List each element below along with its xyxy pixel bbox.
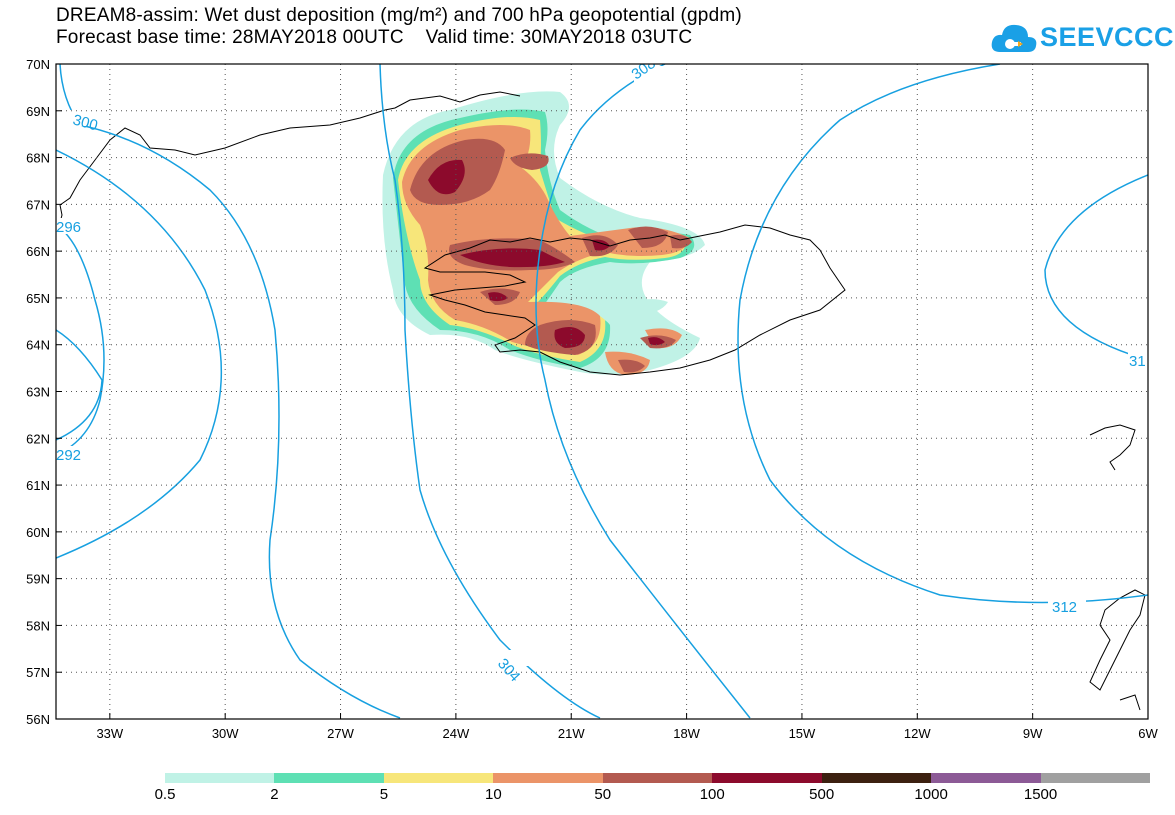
colorbar-label: 50 [594, 786, 612, 803]
lat-label: 58N [26, 618, 50, 633]
lon-label: 12W [904, 726, 931, 741]
lat-label: 66N [26, 244, 50, 259]
lat-label: 59N [26, 572, 50, 587]
seevccc-logo: SEEVCCC [990, 20, 1174, 56]
lat-label: 61N [26, 478, 50, 493]
lon-label: 9W [1023, 726, 1043, 741]
graticule [56, 64, 1148, 719]
map-title: DREAM8-assim: Wet dust deposition (mg/m²… [56, 5, 742, 26]
colorbar-swatch [602, 773, 713, 783]
lat-label: 57N [26, 665, 50, 680]
lon-label: 30W [212, 726, 239, 741]
colorbar-swatch [1040, 773, 1150, 783]
dust-deposition-field [382, 91, 705, 375]
colorbar-swatch [821, 773, 932, 783]
colorbar-swatch [493, 773, 603, 783]
contour-label: 292 [56, 447, 81, 464]
coastline [57, 91, 1146, 711]
lon-label: 21W [558, 726, 585, 741]
colorbar-label: 10 [484, 786, 502, 803]
colorbar-label: 1500 [1023, 786, 1058, 803]
lon-label: 24W [443, 726, 470, 741]
lat-label: 56N [26, 712, 50, 727]
map-subtitle: Forecast base time: 28MAY2018 00UTC Vali… [56, 27, 693, 48]
logo-text: SEEVCCC [1040, 22, 1175, 52]
colorbar [165, 773, 1150, 783]
lat-label: 62N [26, 431, 50, 446]
contour-labels: 300 308 296 292 304 312 31 [56, 64, 1148, 685]
colorbar-swatch [274, 773, 384, 783]
colorbar-swatch [165, 773, 275, 783]
lon-label: 15W [789, 726, 816, 741]
dust-level-100 [428, 159, 665, 348]
colorbar-label: 2 [270, 786, 279, 803]
lat-label: 67N [26, 197, 50, 212]
colorbar-label: 500 [809, 786, 835, 803]
map-axes: 33W 30W 27W 24W 21W 18W 15W 12W 9W 6W 70N 69N 68N 67N… [26, 57, 1158, 741]
contour-label: 300 [71, 111, 100, 134]
lon-label: 18W [673, 726, 700, 741]
lat-label: 68N [26, 151, 50, 166]
contour-label: 296 [56, 219, 81, 236]
colorbar-label: 5 [379, 786, 389, 803]
colorbar-swatch [931, 773, 1041, 783]
lat-label: 70N [26, 57, 50, 72]
cloud-icon [991, 24, 1037, 52]
lon-label: 6W [1138, 726, 1158, 741]
colorbar-label: 0.5 [154, 786, 176, 803]
contour-label: 31 [1129, 353, 1146, 370]
lat-label: 64N [26, 338, 50, 353]
lon-label: 33W [96, 726, 123, 741]
colorbar-label: 1000 [914, 786, 948, 803]
colorbar-swatch [383, 773, 494, 783]
dust-level-50 [410, 138, 692, 373]
lat-label: 63N [26, 385, 50, 400]
lon-label: 27W [327, 726, 354, 741]
lat-label: 60N [26, 525, 50, 540]
lat-label: 69N [26, 104, 50, 119]
geopotential-contours [56, 64, 1148, 719]
colorbar-swatch [712, 773, 822, 783]
colorbar-label: 100 [699, 786, 725, 803]
contour-label: 312 [1052, 599, 1077, 616]
lat-label: 65N [26, 291, 50, 306]
